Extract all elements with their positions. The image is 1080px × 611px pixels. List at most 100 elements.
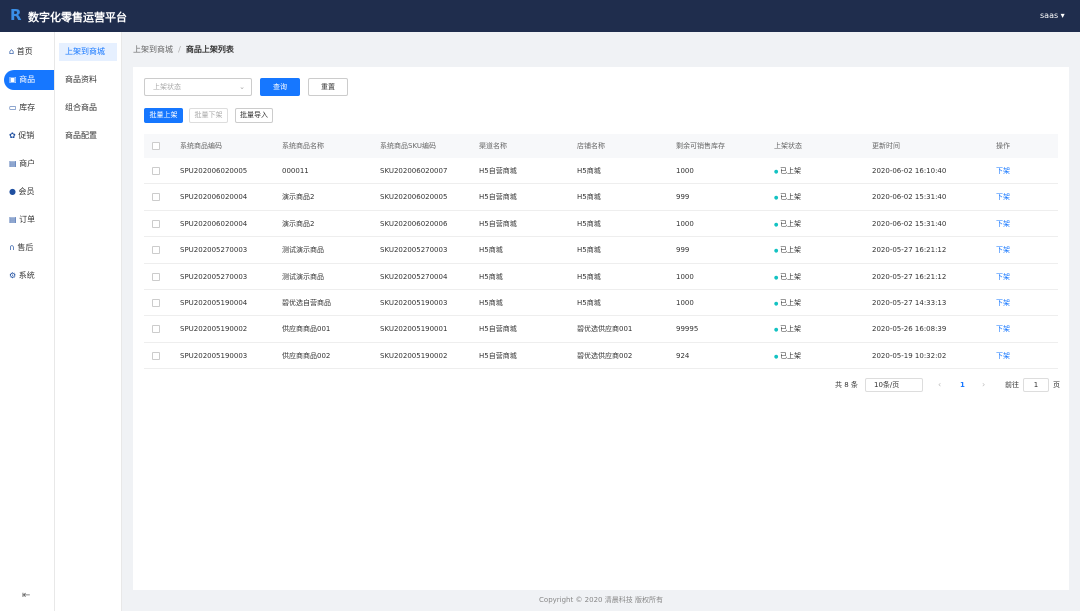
- nav-item[interactable]: ▤ 订单: [9, 215, 36, 224]
- nav-item[interactable]: ⚙ 系统: [9, 271, 35, 280]
- nav-item[interactable]: ∩ 售后: [9, 243, 34, 252]
- nav-item[interactable]: ▣ 商品: [4, 70, 54, 90]
- goto-label: 前往: [1005, 381, 1019, 390]
- reset-button[interactable]: 重置: [308, 78, 348, 96]
- nav-label[interactable]: 商品: [19, 75, 36, 84]
- batch-button[interactable]: 批量下架: [189, 108, 228, 123]
- table-cell: SKU202006020006: [380, 219, 448, 228]
- nav-label[interactable]: 售后: [17, 243, 34, 252]
- table-cell: SPU202005190003: [180, 351, 248, 360]
- table-row: SPU202005190004 碧优选自营商品 SKU202005190003 H5商…: [144, 290, 1058, 317]
- checkbox[interactable]: [152, 193, 160, 202]
- status-text: 已上架: [779, 246, 801, 255]
- batch-button[interactable]: 批量上架: [144, 108, 183, 123]
- column-header: 渠道名称: [479, 142, 507, 150]
- breadcrumb-item[interactable]: 上架到商城: [133, 45, 173, 54]
- table-cell: H5自营商城: [479, 219, 517, 228]
- delist-link[interactable]: 下架: [996, 272, 1010, 281]
- current-page[interactable]: 1: [960, 381, 965, 390]
- table-cell: 000011: [282, 167, 309, 175]
- table-row: SPU202005190003 供应商商品002 SKU202005190002 H5…: [144, 343, 1058, 370]
- table-cell: 碧优选自营商品: [282, 299, 331, 307]
- nav-item[interactable]: ▭ 库存: [9, 103, 36, 112]
- table-cell: 1000: [676, 219, 694, 228]
- table-cell: H5商城: [577, 219, 601, 228]
- table-cell: SKU202006020005: [380, 193, 448, 202]
- query-button[interactable]: 查询: [260, 78, 300, 96]
- checkbox[interactable]: [152, 325, 160, 334]
- nav-label[interactable]: 系统: [18, 271, 35, 280]
- submenu: 上架到商城商品资料组合商品商品配置: [55, 32, 122, 611]
- table-cell: H5自营商城: [479, 325, 517, 334]
- table-cell: SKU202005270003: [380, 246, 448, 255]
- nav-label[interactable]: 会员: [18, 187, 35, 196]
- table-cell: H5商城: [577, 272, 601, 281]
- goto-input[interactable]: 1: [1023, 378, 1049, 393]
- page-size-select[interactable]: 10条/页: [865, 378, 923, 393]
- table-cell: SKU202005270004: [380, 272, 448, 281]
- column-header: 剩余可销售库存: [676, 142, 725, 150]
- nav-item[interactable]: ✿ 促销: [9, 131, 35, 140]
- status-select[interactable]: 上架状态 ⌄: [144, 78, 252, 96]
- checkbox[interactable]: [152, 219, 160, 228]
- delist-link[interactable]: 下架: [996, 246, 1010, 255]
- table-cell: 供应商商品001: [282, 325, 331, 334]
- collapse-icon[interactable]: ⇤: [22, 590, 31, 601]
- page-size[interactable]: 10条/页: [874, 381, 900, 390]
- table-cell: 2020-05-26 16:08:39: [872, 325, 947, 334]
- delist-link[interactable]: 下架: [996, 193, 1010, 202]
- table-row: SPU202005190002 供应商商品001 SKU202005190001 H5…: [144, 316, 1058, 343]
- table-cell: 2020-05-19 10:32:02: [872, 351, 947, 360]
- breadcrumb: 上架到商城 / 商品上架列表: [133, 45, 234, 54]
- user-menu[interactable]: saas ▾: [1040, 11, 1065, 20]
- delist-link[interactable]: 下架: [996, 325, 1010, 334]
- table-cell: H5商城: [479, 272, 503, 281]
- checkbox[interactable]: [152, 272, 160, 281]
- nav-label[interactable]: 首页: [16, 47, 33, 56]
- status-text: 已上架: [779, 193, 801, 202]
- delist-link[interactable]: 下架: [996, 299, 1010, 307]
- table-cell: 1000: [676, 167, 694, 175]
- user-name[interactable]: saas: [1040, 11, 1059, 20]
- table-cell: 999: [676, 246, 690, 255]
- nav-item[interactable]: ▤ 商户: [9, 159, 36, 168]
- nav-item[interactable]: ⌂ 首页: [9, 47, 33, 56]
- submenu-item[interactable]: 商品配置: [65, 131, 97, 140]
- table-row: SPU202006020004 演示商品2 SKU202006020006 H5自营商…: [144, 211, 1058, 238]
- table-cell: 测试演示商品: [282, 246, 324, 255]
- sidebar: ⇤ ⌂ 首页 ▣ 商品 ▭ 库存 ✿ 促销 ▤ 商户 ● 会员 ▤ 订单 ∩ 售后 ⚙ 系统: [0, 32, 55, 611]
- nav-label[interactable]: 订单: [19, 215, 36, 224]
- breadcrumb-current: 商品上架列表: [185, 45, 234, 54]
- delist-link[interactable]: 下架: [996, 351, 1010, 360]
- page-unit: 页: [1053, 381, 1060, 390]
- nav-label[interactable]: 促销: [18, 131, 35, 140]
- prev-page[interactable]: ‹: [938, 380, 942, 390]
- table-cell: SPU202006020004: [180, 219, 248, 228]
- table-cell: 碧优选供应商002: [577, 351, 633, 360]
- table-cell: 2020-06-02 15:31:40: [872, 193, 947, 202]
- status-cell: ● 已上架: [774, 246, 801, 255]
- status-cell: ● 已上架: [774, 167, 801, 175]
- nav-label[interactable]: 商户: [19, 159, 36, 168]
- delist-link[interactable]: 下架: [996, 219, 1010, 228]
- table-cell: SPU202005270003: [180, 272, 248, 281]
- app-title: 数字化零售运营平台: [28, 11, 127, 24]
- checkbox[interactable]: [152, 351, 160, 360]
- status-placeholder: 上架状态: [153, 83, 181, 91]
- submenu-item[interactable]: 商品资料: [65, 75, 97, 84]
- submenu-item[interactable]: 组合商品: [65, 103, 97, 112]
- nav-item[interactable]: ● 会员: [9, 187, 35, 196]
- checkbox[interactable]: [152, 246, 160, 255]
- submenu-item[interactable]: 上架到商城: [59, 43, 117, 61]
- table-cell: 供应商商品002: [282, 351, 331, 360]
- table-cell: SKU202005190003: [380, 299, 448, 307]
- next-page[interactable]: ›: [982, 380, 986, 390]
- batch-button[interactable]: 批量导入: [235, 108, 273, 123]
- nav-label[interactable]: 库存: [19, 103, 36, 112]
- delist-link[interactable]: 下架: [996, 167, 1010, 175]
- checkbox[interactable]: [152, 167, 160, 175]
- checkbox[interactable]: [152, 299, 160, 307]
- content-card: 上架状态 ⌄ 查询 重置 批量上架 批量下架 批量导入 系统商品编码 系统商品名称 系统商品…: [133, 67, 1069, 590]
- checkbox[interactable]: [152, 142, 160, 150]
- table-cell: H5商城: [577, 193, 601, 202]
